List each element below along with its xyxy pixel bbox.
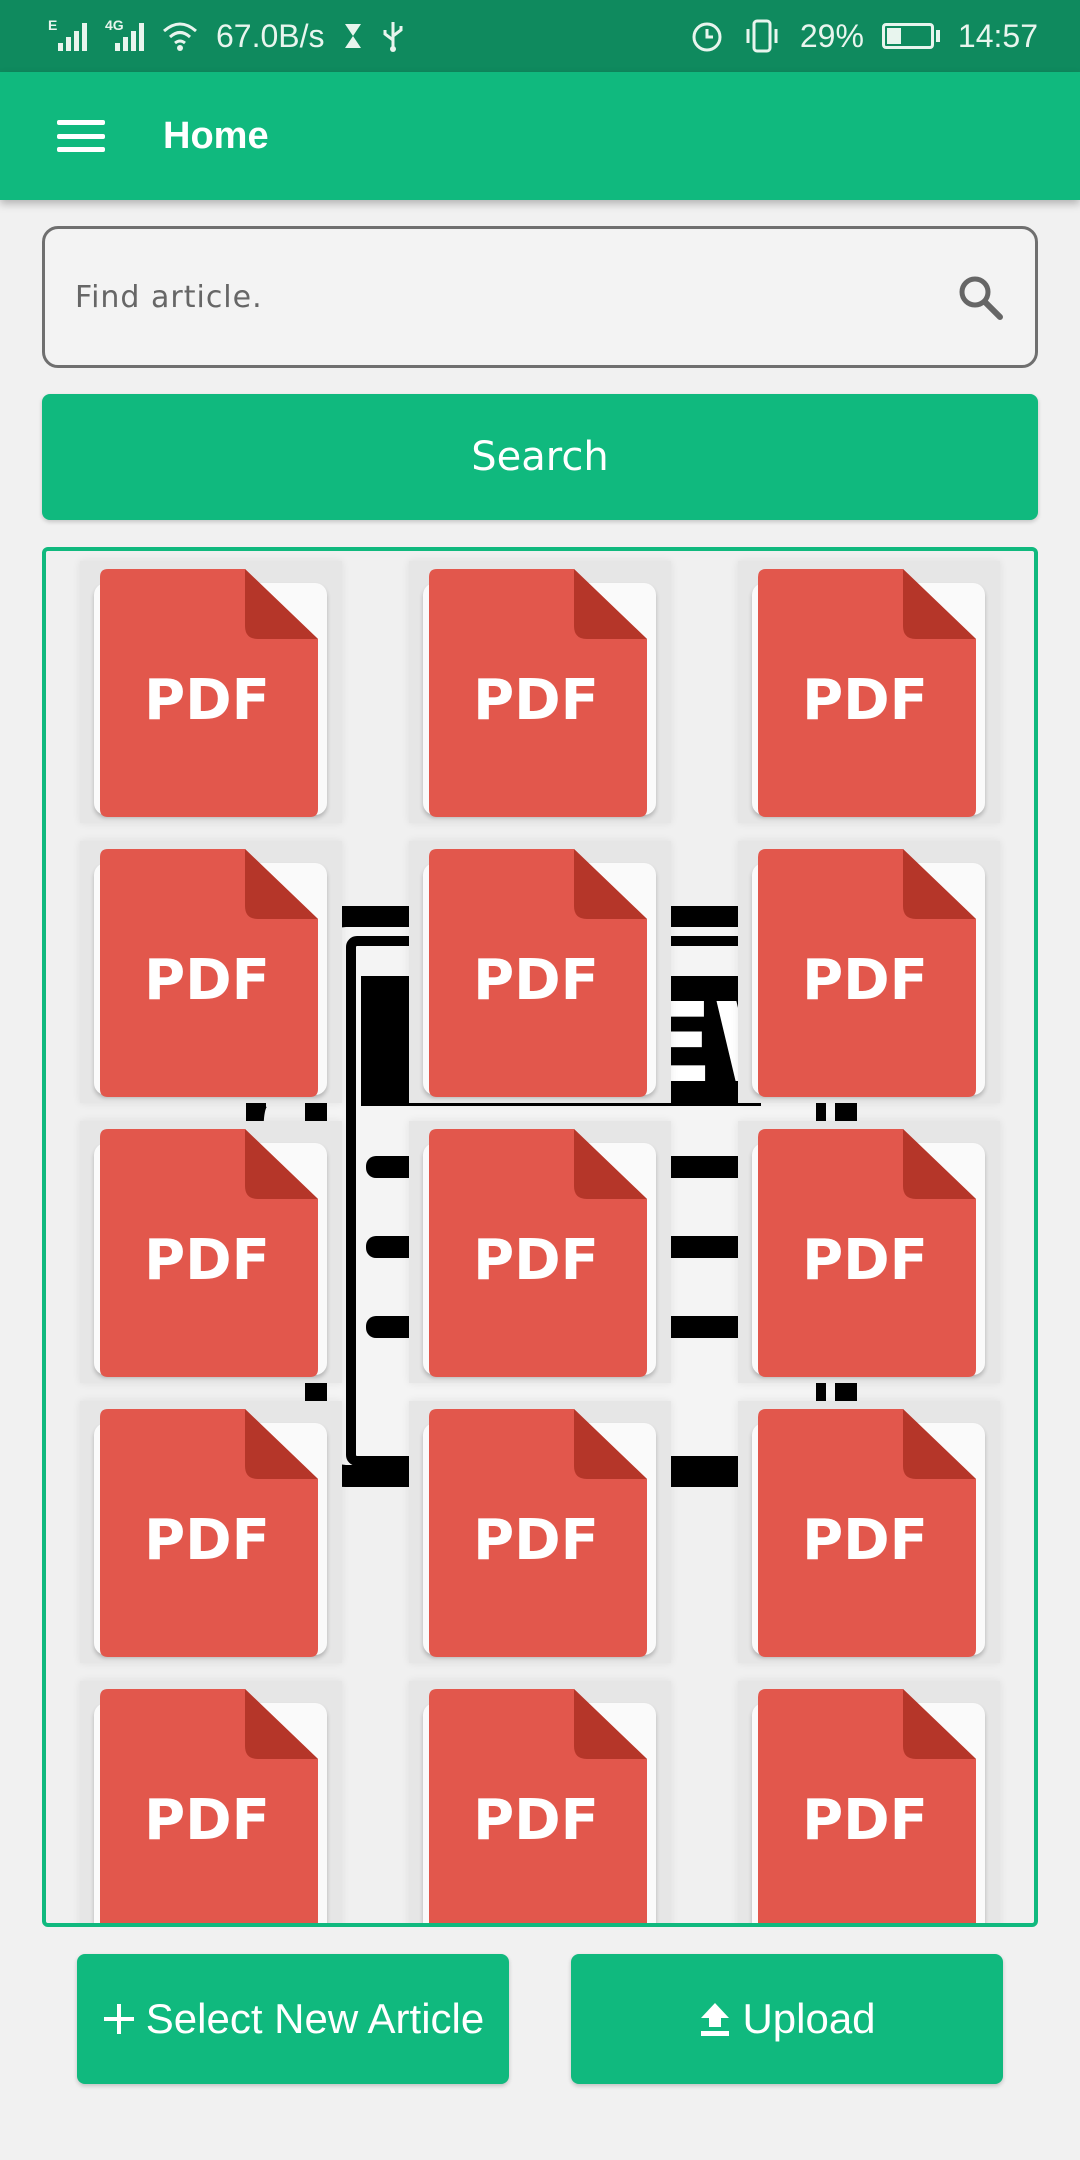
pdf-label: PDF — [802, 948, 928, 1013]
pdf-file-icon: PDF — [429, 849, 647, 1097]
pdf-file-icon: PDF — [429, 1409, 647, 1657]
pdf-label: PDF — [802, 668, 928, 733]
article-tile[interactable]: PDF — [409, 1681, 671, 1923]
article-tile[interactable]: PDF — [80, 1121, 342, 1383]
pdf-file-icon: PDF — [758, 1129, 976, 1377]
pdf-label: PDF — [473, 1228, 599, 1293]
article-grid[interactable]: NEWS PDF PDF PDF PDF PDF PDF PDF PDF PDF PDF PDF PD… — [42, 547, 1038, 1927]
clock: 14:57 — [957, 17, 1038, 54]
upload-icon — [701, 2003, 730, 2036]
article-tile[interactable]: PDF — [80, 1681, 342, 1923]
article-tile[interactable]: PDF — [738, 561, 1000, 823]
article-tile[interactable]: PDF — [409, 561, 671, 823]
app-bar: Home — [0, 72, 1080, 200]
article-tile[interactable]: PDF — [738, 841, 1000, 1103]
article-tile[interactable]: PDF — [738, 1681, 1000, 1923]
vibrate-icon — [746, 19, 778, 53]
battery-percent: 29% — [799, 17, 864, 54]
pdf-file-icon: PDF — [429, 1689, 647, 1923]
hourglass-icon — [344, 24, 361, 48]
pdf-label: PDF — [802, 1508, 928, 1573]
menu-icon[interactable] — [57, 120, 105, 152]
pdf-file-icon: PDF — [758, 569, 976, 817]
pdf-file-icon: PDF — [429, 569, 647, 817]
search-input[interactable] — [75, 279, 955, 315]
upload-label: Upload — [742, 1995, 876, 2042]
search-icon[interactable] — [955, 272, 1005, 322]
battery-icon — [881, 23, 940, 49]
wifi-icon — [163, 22, 197, 51]
pdf-label: PDF — [473, 1788, 599, 1853]
pdf-file-icon: PDF — [100, 1129, 318, 1377]
pdf-label: PDF — [802, 1788, 928, 1853]
signal-icon: E — [48, 17, 87, 51]
pdf-file-icon: PDF — [758, 849, 976, 1097]
pdf-label: PDF — [144, 1228, 270, 1293]
sim2-label: 4G — [105, 17, 124, 33]
pdf-file-icon: PDF — [758, 1409, 976, 1657]
article-tile[interactable]: PDF — [409, 1121, 671, 1383]
alarm-icon — [692, 22, 722, 52]
pdf-file-icon: PDF — [100, 569, 318, 817]
pdf-label: PDF — [144, 1788, 270, 1853]
article-tile[interactable]: PDF — [409, 1401, 671, 1663]
pdf-label: PDF — [144, 1508, 270, 1573]
pdf-label: PDF — [144, 948, 270, 1013]
select-new-article-label: Select New Article — [145, 1995, 485, 2042]
article-tile[interactable]: PDF — [738, 1121, 1000, 1383]
select-new-article-button[interactable]: Select New Article — [77, 1954, 509, 2084]
article-tile[interactable]: PDF — [738, 1401, 1000, 1663]
usb-icon — [383, 22, 403, 52]
sim1-label: E — [48, 17, 58, 33]
status-left: E 4G 67.0B/s — [48, 17, 405, 55]
signal-icon: 4G — [105, 17, 144, 51]
plus-icon — [103, 2004, 134, 2034]
article-tile[interactable]: PDF — [80, 1401, 342, 1663]
pdf-label: PDF — [802, 1228, 928, 1293]
article-tile[interactable]: PDF — [80, 561, 342, 823]
network-speed: 67.0B/s — [216, 17, 325, 54]
search-button[interactable]: Search — [42, 394, 1038, 520]
article-tile[interactable]: PDF — [80, 841, 342, 1103]
article-tile[interactable]: PDF — [409, 841, 671, 1103]
pdf-file-icon: PDF — [429, 1129, 647, 1377]
pdf-label: PDF — [473, 1508, 599, 1573]
status-bar: E 4G 67.0B/s 29% — [0, 0, 1080, 72]
pdf-file-icon: PDF — [100, 1689, 318, 1923]
upload-button[interactable]: Upload — [571, 1954, 1003, 2084]
pdf-file-icon: PDF — [758, 1689, 976, 1923]
status-right: 29% 14:57 — [690, 18, 1038, 55]
page-title: Home — [163, 114, 269, 157]
pdf-label: PDF — [144, 668, 270, 733]
pdf-label: PDF — [473, 668, 599, 733]
search-field[interactable] — [42, 226, 1038, 368]
pdf-label: PDF — [473, 948, 599, 1013]
pdf-file-icon: PDF — [100, 849, 318, 1097]
pdf-file-icon: PDF — [100, 1409, 318, 1657]
